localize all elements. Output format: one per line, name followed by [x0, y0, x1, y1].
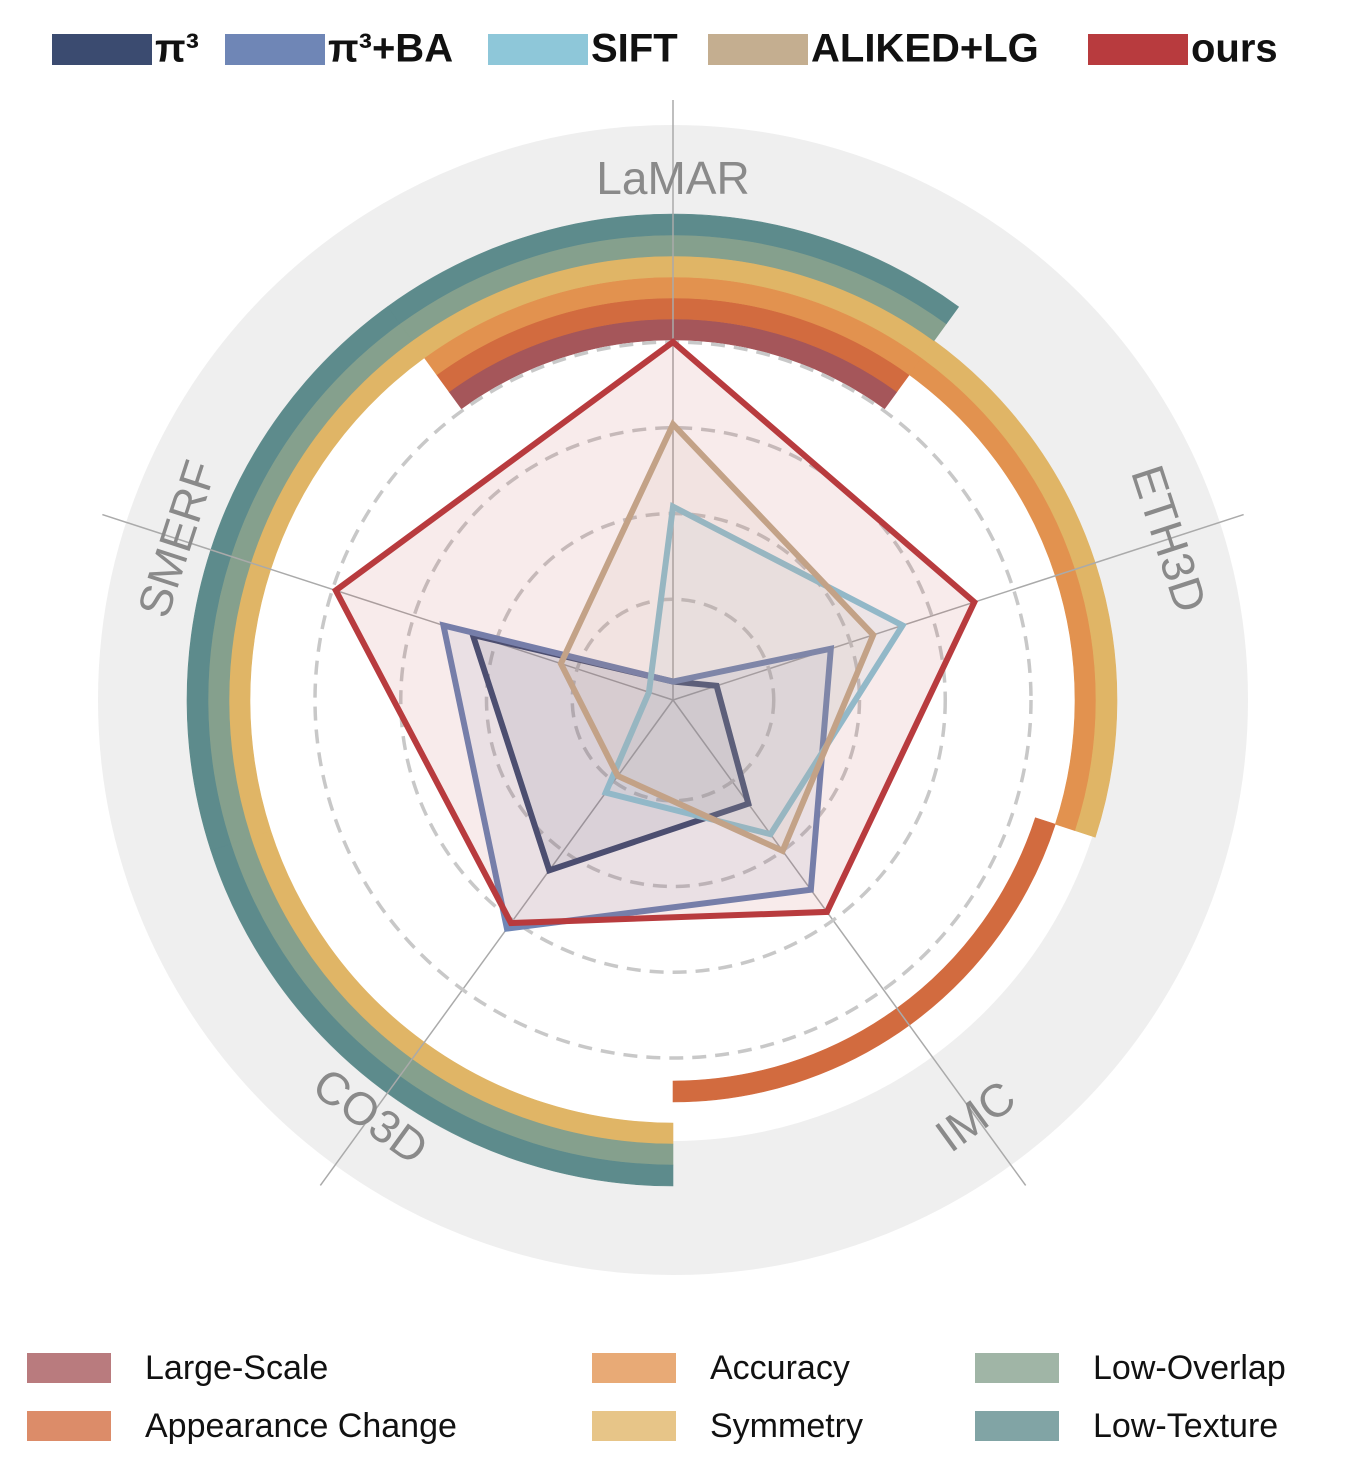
axis-label: LaMAR: [596, 152, 749, 204]
legend-swatch: [592, 1353, 676, 1383]
legend-label: Large-Scale: [145, 1349, 328, 1387]
legend-label: ALIKED+LG: [811, 27, 1039, 71]
attribute-arc: [186, 306, 401, 851]
legend-swatch: [52, 34, 152, 65]
attribute-arc: [386, 213, 960, 325]
series-area: [335, 342, 975, 924]
legend-label: Appearance Change: [145, 1407, 457, 1445]
grid-circle: [399, 426, 947, 974]
legend-swatch: [708, 34, 808, 65]
legend-label: π³: [155, 27, 199, 71]
series-line: [331, 338, 979, 927]
series-line: [601, 502, 907, 838]
legend-label: Symmetry: [710, 1407, 863, 1445]
legend-label: π³+BA: [328, 27, 453, 71]
series-area: [443, 625, 831, 929]
legend-swatch: [975, 1411, 1059, 1441]
legend-label: SIFT: [591, 27, 678, 71]
legend-label: Low-Texture: [1093, 1407, 1278, 1445]
legend-label: ours: [1191, 27, 1278, 71]
legend-swatch: [27, 1411, 111, 1441]
series-line: [557, 419, 877, 855]
attribute-arc: [921, 340, 1118, 838]
legend-label: Accuracy: [710, 1349, 850, 1387]
series-line: [439, 621, 835, 932]
legend-swatch: [975, 1353, 1059, 1383]
legend-swatch: [225, 34, 325, 65]
legend-label: Low-Overlap: [1093, 1349, 1286, 1387]
legend-swatch: [27, 1353, 111, 1383]
legend-swatch: [592, 1411, 676, 1441]
legend-swatch: [1088, 34, 1188, 65]
series-area: [560, 424, 874, 851]
attribute-arc: [672, 817, 1056, 1103]
axis-line: [319, 699, 674, 1186]
grid-circle: [570, 597, 776, 803]
legend-swatch: [488, 34, 588, 65]
